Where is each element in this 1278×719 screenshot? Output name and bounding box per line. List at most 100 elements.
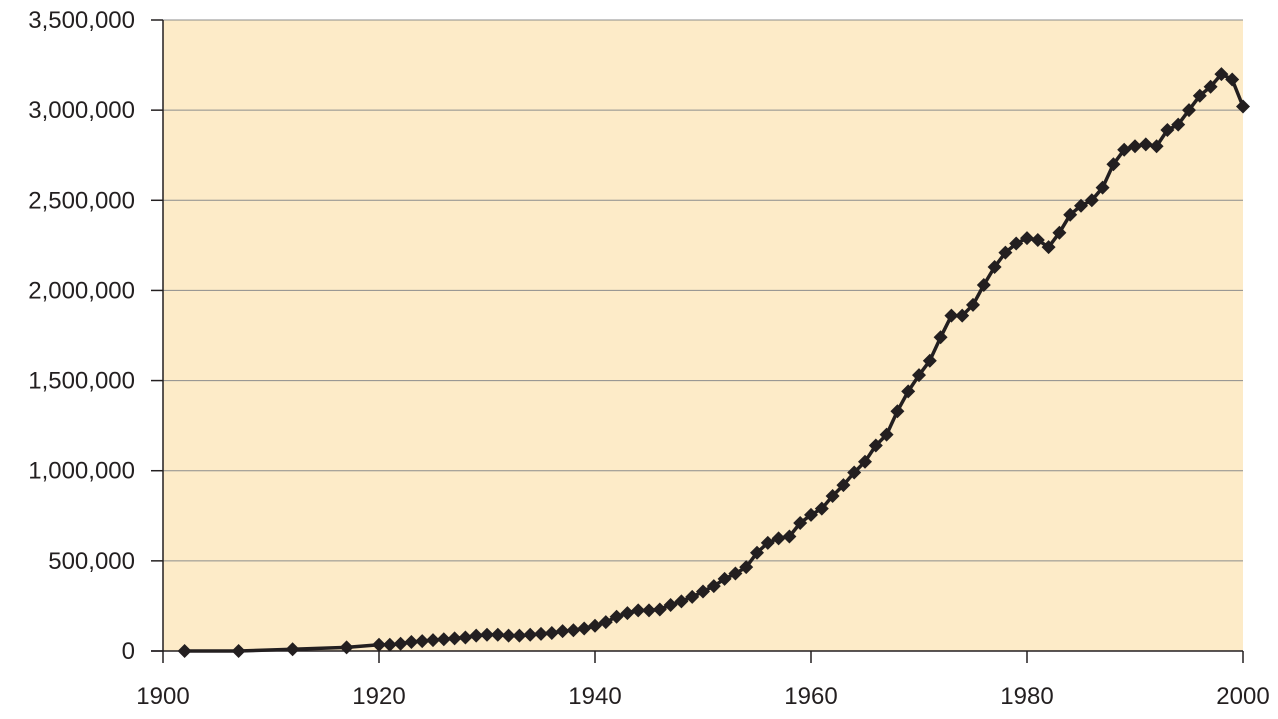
data-point-marker (372, 637, 386, 652)
y-axis-tick-labels: 0 500,000 1,000,000 1,500,000 2,000,000 2,500… (28, 7, 135, 665)
data-point-marker (1225, 72, 1240, 87)
data-point-marker (1171, 117, 1186, 132)
x-tick-label: 1900 (136, 683, 189, 710)
data-point-marker (1095, 180, 1110, 195)
x-tick-label: 1940 (568, 683, 621, 710)
data-point-marker (1160, 122, 1175, 137)
data-point-marker (490, 627, 505, 642)
data-point-marker (598, 615, 613, 630)
data-point-marker (944, 308, 959, 323)
data-point-marker (750, 545, 764, 560)
data-point-marker (987, 259, 1002, 274)
data-point-marker (1236, 99, 1250, 114)
data-point-marker (814, 501, 829, 516)
data-point-marker (447, 631, 462, 646)
data-point-marker (566, 623, 581, 638)
data-point-marker (1203, 79, 1218, 94)
data-point-marker (469, 628, 484, 643)
data-point-marker (588, 618, 602, 633)
data-point-marker (285, 642, 300, 657)
data-point-marker (1214, 67, 1229, 82)
data-point-marker (1041, 240, 1056, 255)
data-point-marker (436, 632, 451, 647)
x-tick-label: 1960 (784, 683, 837, 710)
y-tick-label: 3,000,000 (28, 97, 135, 124)
y-tick-label: 3,500,000 (28, 7, 135, 34)
data-point-marker (458, 630, 473, 645)
data-point-marker (793, 515, 808, 530)
data-point-marker (523, 627, 538, 642)
data-point-marker (415, 634, 430, 649)
x-tick-label: 2000 (1216, 683, 1269, 710)
data-point-marker (577, 621, 592, 636)
data-point-marker (1052, 225, 1067, 240)
data-point-marker (760, 535, 775, 550)
data-point-marker (1128, 139, 1142, 154)
data-point-marker (642, 603, 656, 618)
x-axis-tick-labels: 1900 1920 1940 1960 1980 2000 (136, 683, 1269, 710)
y-tick-label: 2,000,000 (28, 277, 135, 304)
data-point-marker (966, 297, 980, 312)
data-point-marker (177, 644, 192, 658)
data-point-marker (890, 404, 905, 419)
y-tick-label: 2,500,000 (28, 187, 135, 214)
data-point-marker (1020, 231, 1034, 246)
data-point-marker (1084, 193, 1099, 208)
data-point-marker (512, 628, 527, 643)
data-point-marker (717, 571, 732, 586)
data-point-marker (231, 644, 246, 658)
data-point-marker (1009, 236, 1024, 251)
data-point-marker (1106, 157, 1121, 172)
data-point-marker (555, 624, 570, 639)
data-point-marker (728, 566, 743, 581)
data-point-marker (674, 594, 689, 609)
data-point-marker (534, 626, 548, 641)
data-point-marker (382, 637, 397, 652)
data-point-marker (685, 589, 700, 604)
data-point-marker (976, 278, 991, 293)
data-point-marker (652, 602, 667, 617)
data-point-marker (879, 427, 894, 442)
data-point-marker (706, 579, 721, 594)
data-point-marker (955, 308, 970, 323)
data-point-marker (404, 634, 419, 649)
data-point-marker (1074, 198, 1088, 213)
data-point-marker (868, 438, 883, 453)
data-point-marker (1182, 103, 1196, 118)
plot-area (163, 20, 1243, 651)
data-point-marker (782, 529, 797, 544)
data-point-marker (998, 245, 1013, 260)
axes (151, 20, 1244, 663)
data-point-marker (1149, 139, 1164, 154)
data-point-marker (480, 627, 494, 642)
data-point-marker (912, 368, 926, 383)
data-point-marker (696, 584, 710, 599)
data-point-marker (501, 628, 516, 643)
data-point-marker (847, 465, 862, 480)
x-tick-label: 1920 (352, 683, 405, 710)
data-point-marker (858, 454, 872, 469)
data-point-marker (1063, 207, 1078, 222)
data-point-marker (544, 625, 559, 640)
data-point-marker (426, 633, 440, 648)
data-point-marker (620, 606, 635, 621)
data-point-marker (836, 478, 851, 493)
x-tick-label: 1980 (1000, 683, 1053, 710)
y-tick-label: 1,000,000 (28, 458, 135, 485)
y-tick-label: 500,000 (48, 548, 135, 575)
data-point-marker (1192, 88, 1207, 103)
data-point-marker (631, 603, 646, 618)
data-point-marker (771, 531, 786, 546)
data-point-marker (1138, 137, 1153, 152)
data-point-marker (1117, 142, 1132, 157)
data-point-marker (825, 488, 840, 503)
y-tick-label: 1,500,000 (28, 368, 135, 395)
data-point-marker (901, 384, 916, 399)
data-point-marker (1030, 232, 1045, 247)
data-point-marker (739, 560, 754, 575)
data-point-marker (933, 330, 948, 345)
gridlines (151, 19, 1243, 652)
series-markers (177, 67, 1250, 658)
data-point-marker (922, 353, 937, 368)
